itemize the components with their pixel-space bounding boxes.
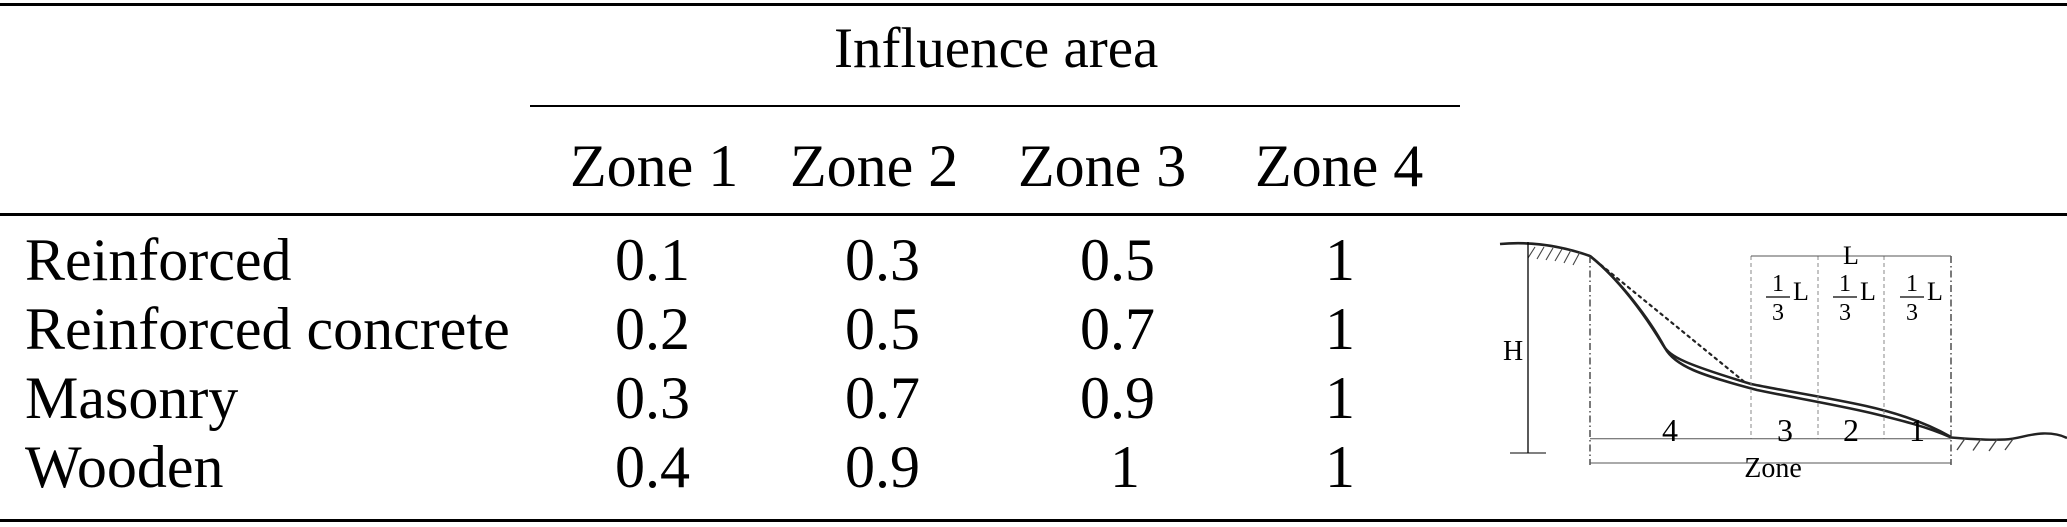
svg-text:H: H <box>1503 336 1523 367</box>
svg-text:1: 1 <box>1839 271 1851 297</box>
svg-text:1: 1 <box>1909 412 1925 448</box>
svg-text:3: 3 <box>1772 300 1784 326</box>
svg-text:4: 4 <box>1662 412 1678 448</box>
svg-text:3: 3 <box>1839 300 1851 326</box>
svg-text:3: 3 <box>1906 300 1918 326</box>
svg-text:2: 2 <box>1843 412 1859 448</box>
svg-text:L: L <box>1793 277 1809 306</box>
svg-text:L: L <box>1860 277 1876 306</box>
svg-text:L: L <box>1927 277 1943 306</box>
svg-text:Zone: Zone <box>1744 453 1802 484</box>
svg-text:L: L <box>1843 241 1859 270</box>
svg-text:1: 1 <box>1772 271 1784 297</box>
svg-text:3: 3 <box>1777 412 1793 448</box>
svg-text:1: 1 <box>1906 271 1918 297</box>
